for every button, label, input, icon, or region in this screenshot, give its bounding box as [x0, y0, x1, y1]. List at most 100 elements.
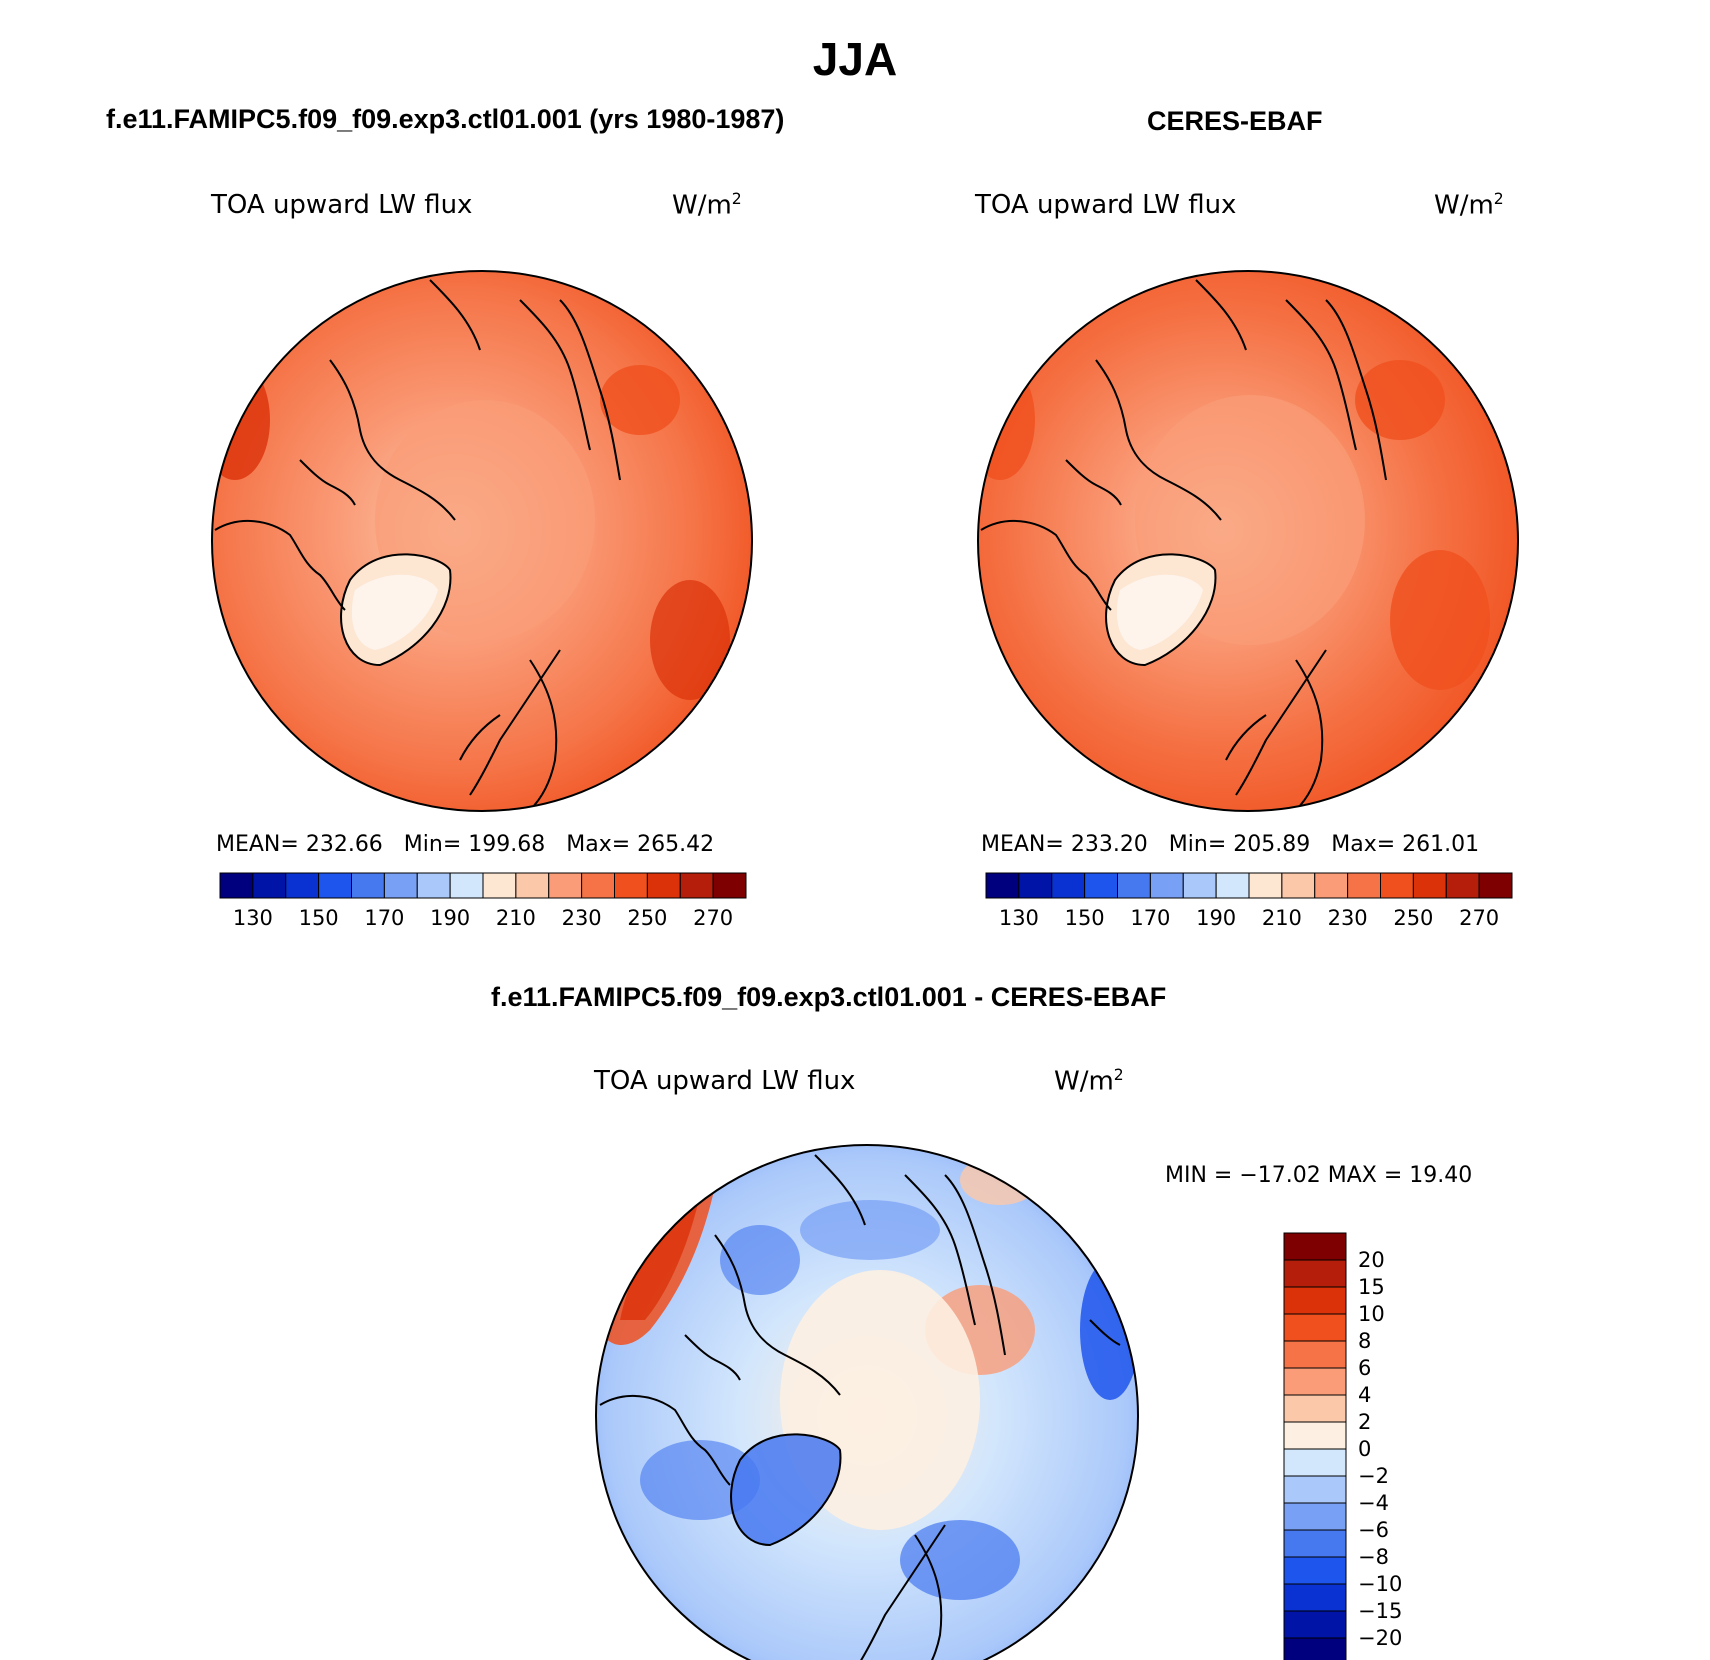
colorbar-1-swatch [614, 872, 648, 899]
colorbar-1-swatch [581, 872, 615, 899]
colorbar-1-swatch [548, 872, 583, 899]
panel-2-max-label: Max= [1331, 832, 1396, 857]
colorbar-3-swatch [1283, 1367, 1347, 1396]
colorbar-2-swatch [1182, 872, 1217, 899]
panel-1-max-value: 265.42 [637, 832, 715, 857]
panel-3-subtitle: f.e11.FAMIPC5.f09_f09.exp3.ctl01.001 - C… [491, 982, 1167, 1012]
colorbar-3-tick-label: 10 [1358, 1302, 1385, 1326]
colorbar-2-swatch [1248, 872, 1283, 899]
colorbar-3-swatch [1283, 1259, 1347, 1288]
colorbar-3-tick-label: −4 [1358, 1491, 1389, 1515]
colorbar-1-swatch [285, 872, 320, 899]
panel-1-mean-label: MEAN= [216, 832, 299, 857]
colorbar-3-tick-label: −20 [1358, 1626, 1402, 1650]
colorbar-1-swatch [515, 872, 550, 899]
colorbar-panel-1: 130 150 170 190 210 230 250 270 [219, 872, 747, 930]
colorbar-1-swatch [383, 872, 418, 899]
colorbar-2-tick-label: 190 [1196, 906, 1236, 930]
colorbar-1-swatch [679, 872, 714, 899]
colorbar-3-swatch [1283, 1448, 1347, 1477]
colorbar-2-tick-label: 170 [1130, 906, 1170, 930]
colorbar-3-swatch [1283, 1313, 1347, 1342]
colorbar-3-swatch [1283, 1556, 1347, 1585]
colorbar-2-swatch [1478, 872, 1513, 899]
map-panel-3 [595, 1144, 1139, 1660]
panel-1-units: W/m2 [672, 190, 742, 221]
colorbar-3-swatch [1283, 1394, 1347, 1423]
panel-2-units: W/m2 [1434, 190, 1504, 221]
colorbar-2-swatch [1445, 872, 1480, 899]
colorbar-3-tick-label: −6 [1358, 1518, 1389, 1542]
colorbar-2-swatch [1412, 872, 1447, 899]
panel-3-stats: MIN = −17.02 MAX = 19.40 [1165, 1163, 1473, 1188]
colorbar-1-tick-label: 270 [693, 906, 733, 930]
colorbar-1-tick-label: 150 [299, 906, 339, 930]
colorbar-2-swatch [1051, 872, 1086, 899]
colorbar-3-swatch [1283, 1583, 1347, 1612]
colorbar-1-swatch [482, 872, 517, 899]
panel-1-units-base: W/m [672, 190, 732, 221]
colorbar-3-tick-label: 4 [1358, 1383, 1371, 1407]
colorbar-1-swatch [252, 872, 287, 899]
colorbar-2-tick-label: 150 [1065, 906, 1105, 930]
colorbar-2-swatch [1215, 872, 1250, 899]
colorbar-1-tick-label: 130 [233, 906, 273, 930]
panel-1-units-exp: 2 [731, 190, 742, 208]
colorbar-3-tick-label: −2 [1358, 1464, 1389, 1488]
colorbar-2-tick-label: 250 [1393, 906, 1433, 930]
panel-2-min-label: Min= [1168, 832, 1227, 857]
panel-1-min-label: Min= [403, 832, 462, 857]
colorbar-2-swatch [1117, 872, 1151, 899]
colorbar-2-tick-label: 230 [1328, 906, 1368, 930]
colorbar-3-swatch [1283, 1421, 1347, 1450]
colorbar-1-swatch [351, 872, 385, 899]
colorbar-3-tick-label: 20 [1358, 1248, 1385, 1272]
colorbar-2-swatch [1084, 872, 1118, 899]
colorbar-2-tick-label: 270 [1459, 906, 1499, 930]
panel-3-units-exp: 2 [1113, 1066, 1124, 1084]
colorbar-3-tick-label: −10 [1358, 1572, 1402, 1596]
panel-2-mean-value: 233.20 [1070, 832, 1148, 857]
colorbar-2-swatch [1347, 872, 1381, 899]
colorbar-1-swatch [712, 872, 747, 899]
colorbar-3-tick-label: 0 [1358, 1437, 1371, 1461]
panel-3-variable: TOA upward LW flux [594, 1066, 856, 1096]
colorbar-3-swatch [1283, 1340, 1347, 1369]
panel-2-stats: MEAN= 233.20 Min= 205.89 Max= 261.01 [981, 832, 1479, 857]
colorbar-1-tick-label: 190 [430, 906, 470, 930]
colorbar-1-swatch [646, 872, 681, 899]
colorbar-3-tick-label: 2 [1358, 1410, 1371, 1434]
colorbar-3-tick-label: 15 [1358, 1275, 1385, 1299]
panel-2-min-value: 205.89 [1233, 832, 1311, 857]
colorbar-3-swatch [1283, 1529, 1347, 1558]
panel-2-max-value: 261.01 [1402, 832, 1480, 857]
colorbar-1-swatch [449, 872, 484, 899]
panel-1-stats: MEAN= 232.66 Min= 199.68 Max= 265.42 [216, 832, 714, 857]
panel-1-variable: TOA upward LW flux [211, 190, 473, 220]
colorbar-3-tick-label: −8 [1358, 1545, 1389, 1569]
colorbar-2-swatch [1281, 872, 1316, 899]
colorbar-2-swatch [1018, 872, 1053, 899]
map-panel-2 [977, 270, 1519, 812]
panel-3-units-base: W/m [1054, 1066, 1114, 1097]
colorbar-3-tick-label: −15 [1358, 1599, 1402, 1623]
colorbar-3-swatch [1283, 1286, 1347, 1315]
colorbar-3-swatch [1283, 1610, 1347, 1639]
colorbar-2-swatch [1314, 872, 1349, 899]
colorbar-2-swatch [1380, 872, 1414, 899]
panel-2-units-exp: 2 [1493, 190, 1504, 208]
colorbar-1-tick-label: 250 [627, 906, 667, 930]
panel-1-max-label: Max= [566, 832, 631, 857]
main-title: JJA [812, 33, 898, 85]
panel-1-subtitle: f.e11.FAMIPC5.f09_f09.exp3.ctl01.001 (yr… [106, 104, 785, 134]
panel-1-mean-value: 232.66 [305, 832, 383, 857]
colorbar-1-tick-label: 210 [496, 906, 536, 930]
panel-2-mean-label: MEAN= [981, 832, 1064, 857]
map-panel-1 [211, 270, 753, 812]
colorbar-3-swatch [1283, 1502, 1347, 1531]
panel-2-subtitle: CERES-EBAF [1147, 106, 1323, 136]
colorbar-1-swatch [219, 872, 254, 899]
colorbar-3-swatch [1283, 1637, 1347, 1660]
